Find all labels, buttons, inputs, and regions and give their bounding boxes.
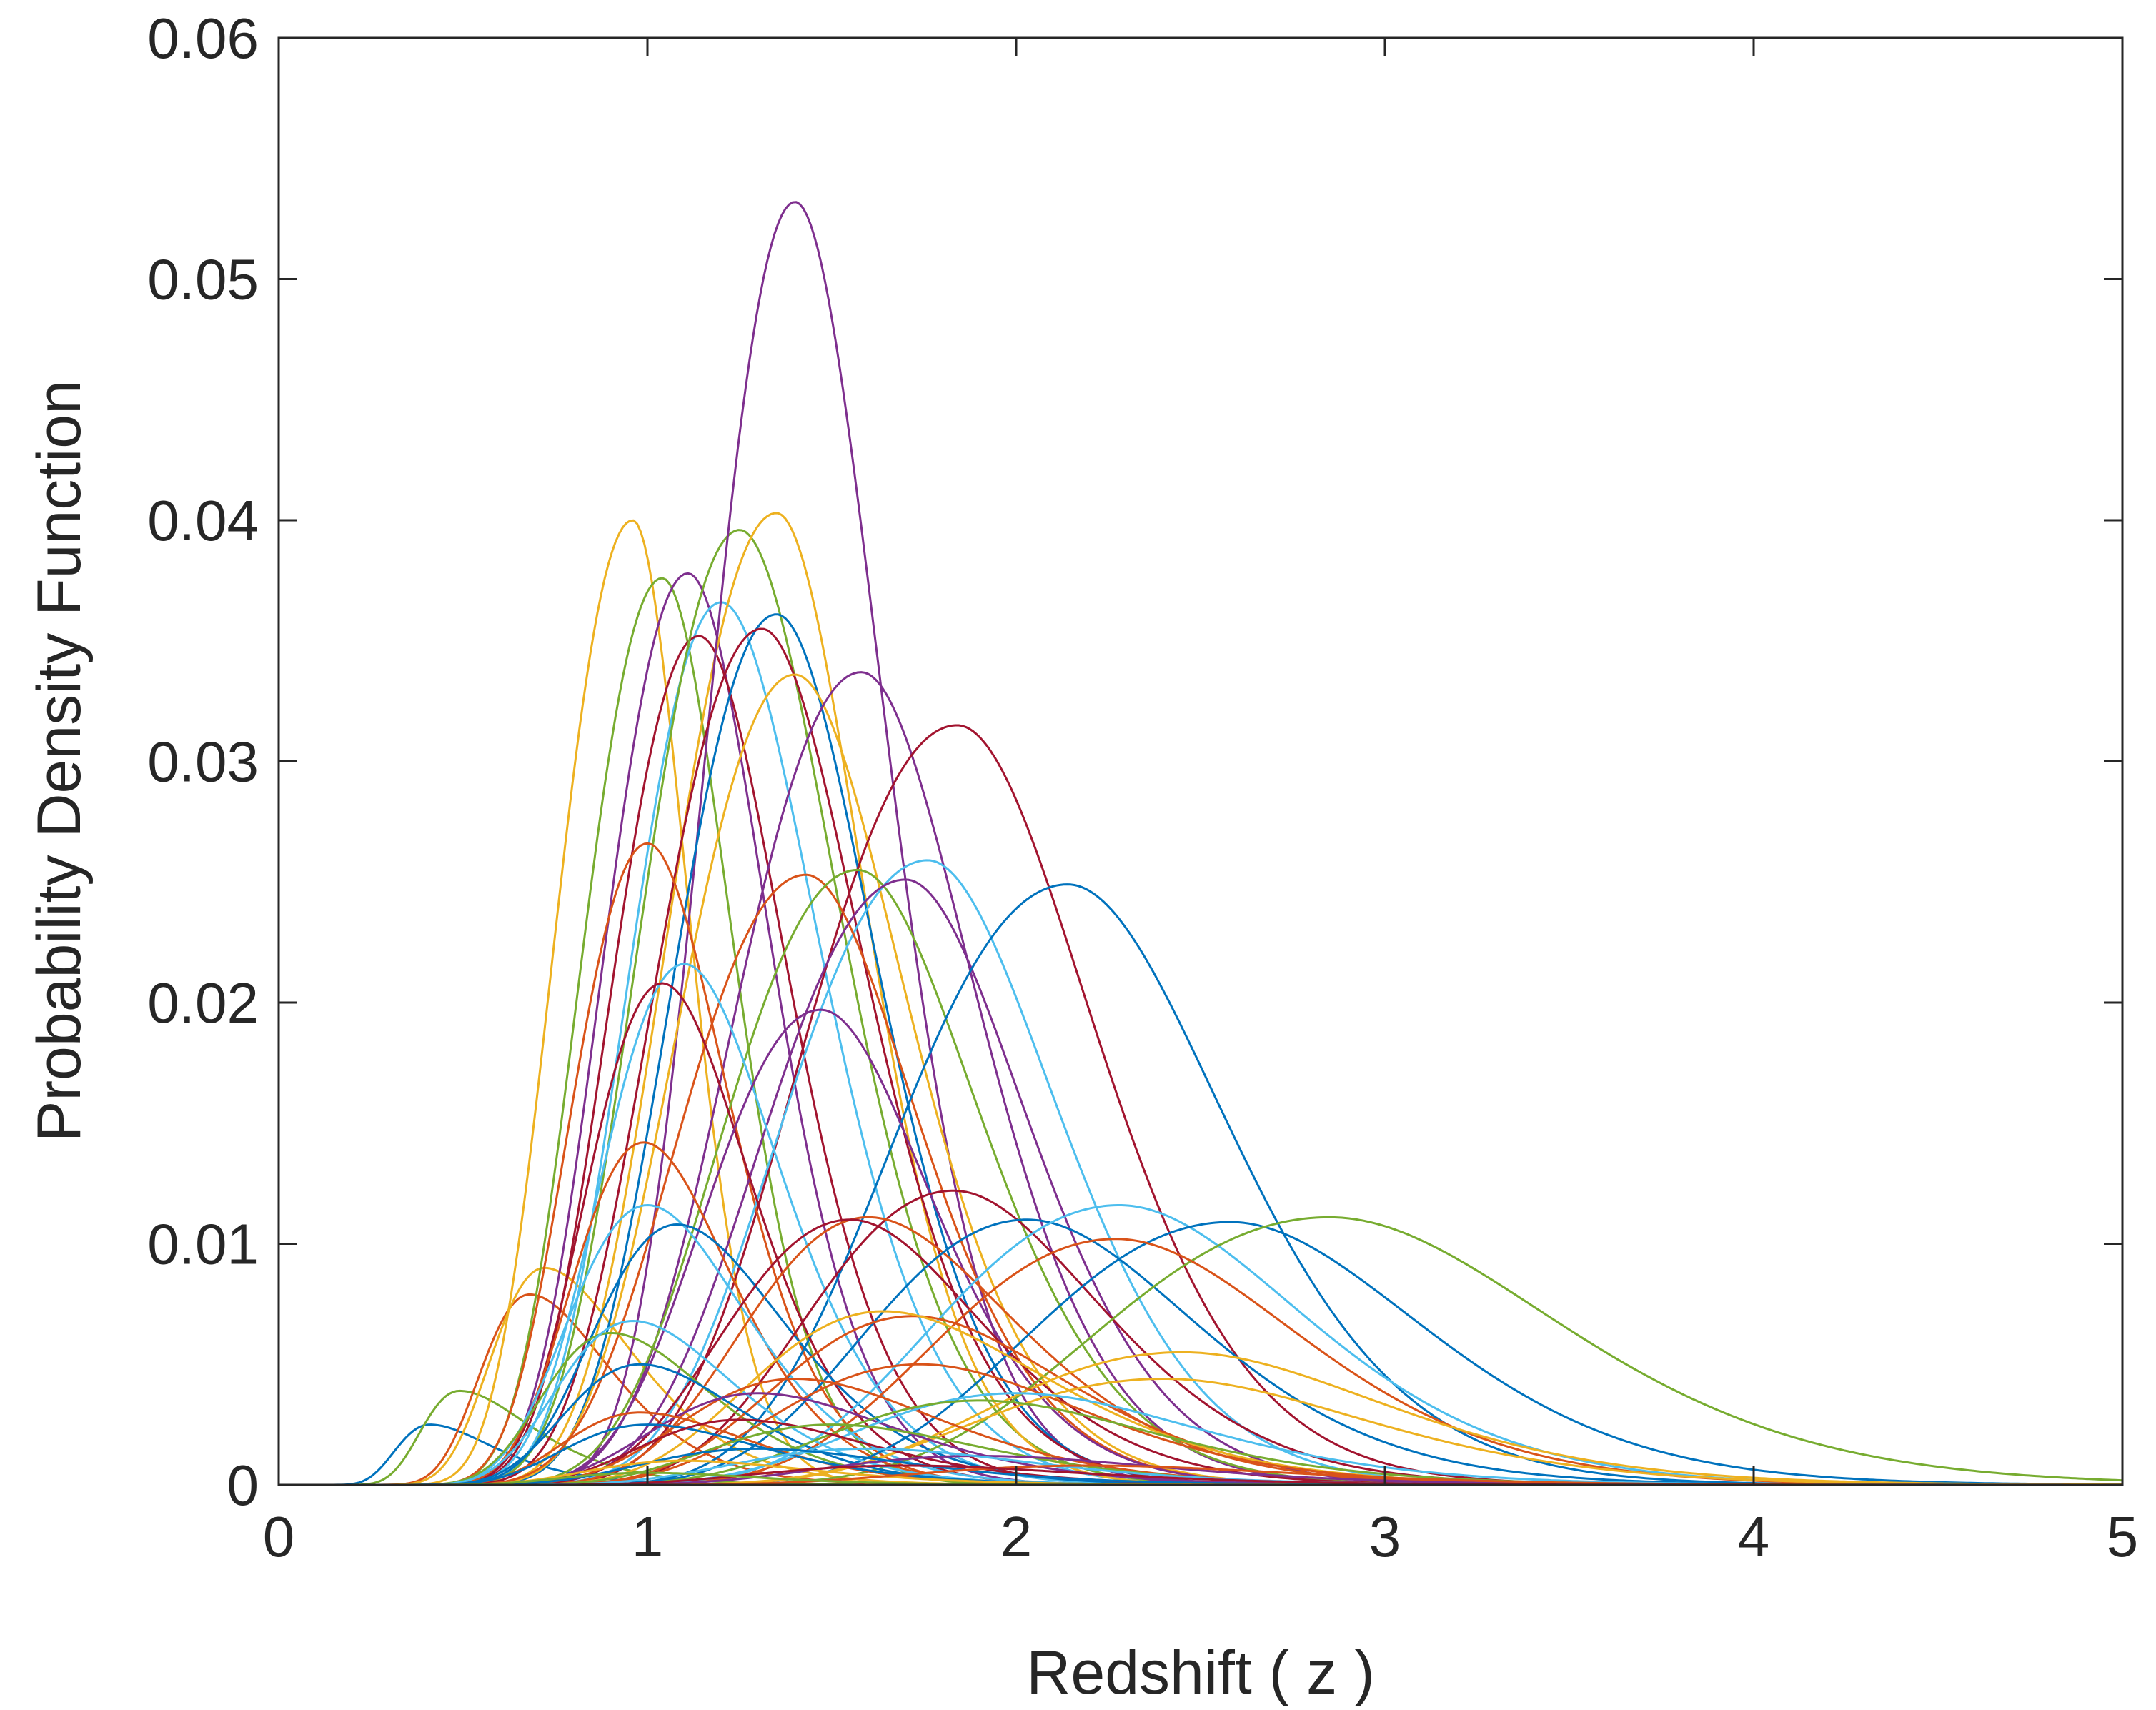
y-tick-label: 0	[227, 1453, 259, 1517]
y-tick-label: 0.01	[147, 1213, 259, 1276]
y-tick-label: 0.02	[147, 971, 259, 1035]
y-tick-label: 0.04	[147, 489, 259, 552]
x-axis-title: Redshift ( z )	[1026, 1639, 1374, 1707]
y-tick-label: 0.06	[147, 6, 259, 70]
x-tick-label: 5	[2107, 1505, 2139, 1569]
x-tick-label: 4	[1738, 1505, 1770, 1569]
x-tick-label: 2	[1000, 1505, 1033, 1569]
tick-layer: 0 1 2 3 4 5 0 0.01 0.02 0.03 0.04 0.05 0.06	[147, 6, 2138, 1569]
x-tick-label: 3	[1369, 1505, 1401, 1569]
x-tick-label: 0	[263, 1505, 295, 1569]
plot-area	[279, 38, 2122, 1485]
y-tick-label: 0.05	[147, 248, 259, 312]
y-axis-title: Probability Density Function	[25, 380, 94, 1142]
x-tick-label: 1	[632, 1505, 664, 1569]
y-tick-label: 0.03	[147, 730, 259, 794]
